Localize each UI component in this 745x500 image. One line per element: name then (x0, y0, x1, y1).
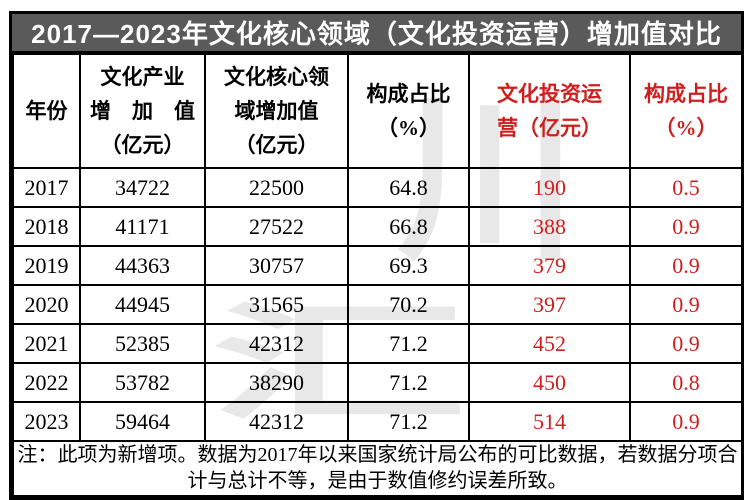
cell-industry-value: 44945 (79, 284, 206, 325)
cell-share: 71.2 (347, 362, 470, 403)
cell-invest-value: 452 (468, 323, 631, 364)
cell-share: 71.2 (347, 323, 470, 364)
col-header-industry-value: 文化产业 增 加 值 （亿元） (79, 53, 206, 169)
cell-invest-value: 190 (468, 167, 631, 208)
cell-industry-value: 53782 (79, 362, 206, 403)
table-row: 2023 59464 42312 71.2 514 0.9 (12, 401, 743, 442)
stats-table: 年份 文化产业 增 加 值 （亿元） 文化核心领 域增加值 （亿元） 构成占比 … (12, 53, 743, 497)
cell-industry-value: 59464 (79, 401, 206, 442)
cell-invest-share: 0.9 (629, 206, 743, 247)
cell-share: 64.8 (347, 167, 470, 208)
cell-share: 71.2 (347, 401, 470, 442)
col-header-year: 年份 (12, 53, 81, 169)
cell-industry-value: 34722 (79, 167, 206, 208)
cell-industry-value: 41171 (79, 206, 206, 247)
cell-core-value: 31565 (204, 284, 349, 325)
table-note-row: 注：此项为新增项。数据为2017年以来国家统计局公布的可比数据，若数据分项合计与… (12, 440, 743, 497)
data-table: 川 汇 2017—2023年文化核心领域（文化投资运营）增加值对比 年份 文化产… (9, 11, 744, 500)
cell-invest-value: 388 (468, 206, 631, 247)
table-header-row: 年份 文化产业 增 加 值 （亿元） 文化核心领 域增加值 （亿元） 构成占比 … (12, 53, 743, 169)
cell-industry-value: 52385 (79, 323, 206, 364)
col-header-share: 构成占比 （%） (347, 53, 470, 169)
cell-year: 2022 (12, 362, 81, 403)
cell-invest-value: 397 (468, 284, 631, 325)
cell-invest-share: 0.9 (629, 323, 743, 364)
table-row: 2019 44363 30757 69.3 379 0.9 (12, 245, 743, 286)
col-header-invest-value: 文化投资运 营（亿元） (468, 53, 631, 169)
cell-year: 2023 (12, 401, 81, 442)
cell-industry-value: 44363 (79, 245, 206, 286)
cell-invest-value: 514 (468, 401, 631, 442)
table-row: 2021 52385 42312 71.2 452 0.9 (12, 323, 743, 364)
col-header-invest-share: 构成占比 （%） (629, 53, 743, 169)
col-header-core-value: 文化核心领 域增加值 （亿元） (204, 53, 349, 169)
cell-invest-value: 379 (468, 245, 631, 286)
table-row: 2022 53782 38290 71.2 450 0.8 (12, 362, 743, 403)
table-note: 注：此项为新增项。数据为2017年以来国家统计局公布的可比数据，若数据分项合计与… (12, 440, 743, 497)
cell-year: 2017 (12, 167, 81, 208)
cell-core-value: 42312 (204, 323, 349, 364)
cell-year: 2019 (12, 245, 81, 286)
cell-invest-share: 0.5 (629, 167, 743, 208)
cell-share: 66.8 (347, 206, 470, 247)
cell-core-value: 38290 (204, 362, 349, 403)
cell-invest-share: 0.9 (629, 284, 743, 325)
table-title: 2017—2023年文化核心领域（文化投资运营）增加值对比 (12, 14, 741, 53)
table-row: 2020 44945 31565 70.2 397 0.9 (12, 284, 743, 325)
cell-share: 70.2 (347, 284, 470, 325)
table-row: 2018 41171 27522 66.8 388 0.9 (12, 206, 743, 247)
cell-year: 2020 (12, 284, 81, 325)
cell-invest-share: 0.9 (629, 245, 743, 286)
cell-share: 69.3 (347, 245, 470, 286)
cell-core-value: 22500 (204, 167, 349, 208)
cell-invest-value: 450 (468, 362, 631, 403)
cell-core-value: 27522 (204, 206, 349, 247)
table-row: 2017 34722 22500 64.8 190 0.5 (12, 167, 743, 208)
cell-core-value: 30757 (204, 245, 349, 286)
cell-invest-share: 0.8 (629, 362, 743, 403)
cell-year: 2021 (12, 323, 81, 364)
cell-invest-share: 0.9 (629, 401, 743, 442)
cell-core-value: 42312 (204, 401, 349, 442)
cell-year: 2018 (12, 206, 81, 247)
